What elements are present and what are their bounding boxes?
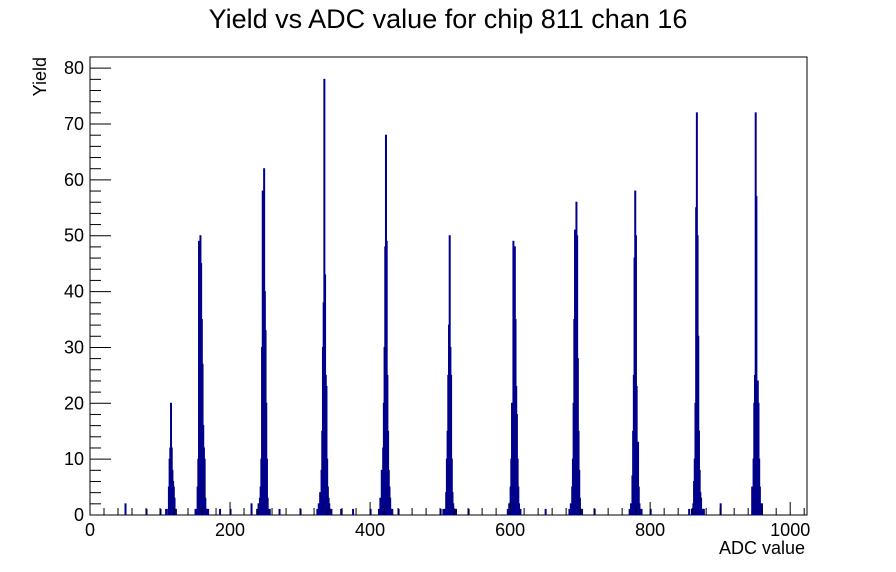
histogram-bar [330, 508, 333, 516]
histogram-bar [568, 508, 571, 516]
histogram-bar [340, 508, 343, 516]
histogram-bar [640, 508, 643, 516]
histogram-bar [380, 469, 383, 516]
histogram-bar [250, 503, 253, 516]
y-tick-label: 20 [64, 393, 84, 413]
histogram-bar [506, 508, 509, 516]
histogram-bar [278, 508, 281, 516]
histogram-bars [124, 78, 763, 516]
x-axis-label: ADC value [719, 538, 805, 558]
histogram-bar [256, 508, 259, 516]
y-tick-label: 0 [74, 505, 84, 525]
y-tick-label: 30 [64, 337, 84, 357]
histogram-bar [519, 508, 522, 516]
histogram-bar [377, 508, 380, 516]
y-tick-label: 40 [64, 282, 84, 302]
histogram-bar [165, 508, 168, 516]
histogram-bar [352, 508, 355, 516]
histogram-bar [319, 492, 322, 516]
histogram-bar [544, 508, 547, 516]
histogram-bar [443, 508, 446, 516]
chart-title: Yield vs ADC value for chip 811 chan 16 [209, 4, 688, 34]
histogram-bar [391, 508, 394, 516]
histogram-bar [174, 508, 177, 516]
y-axis: 0 10 20 30 40 50 60 70 80 [64, 56, 111, 525]
histogram-bar [379, 497, 382, 516]
histogram-bar [628, 508, 631, 516]
histogram-bar [219, 508, 222, 516]
histogram-bar [317, 503, 320, 516]
histogram-bar [751, 486, 754, 516]
histogram-bar [455, 508, 457, 516]
histogram-bar [268, 508, 271, 516]
y-tick-label: 70 [64, 114, 84, 134]
histogram-bar [569, 503, 572, 516]
histogram-bar [207, 508, 210, 516]
histogram-bar [124, 503, 127, 516]
x-axis: 0 200 400 600 800 1000 [85, 502, 810, 540]
y-tick-label: 50 [64, 226, 84, 246]
x-tick-label: 800 [635, 520, 665, 540]
histogram-bar [630, 503, 633, 516]
y-tick-label: 80 [64, 58, 84, 78]
x-tick-label: 400 [355, 520, 385, 540]
histogram-bar [442, 508, 445, 516]
histogram-bar [316, 508, 319, 516]
y-tick-label: 10 [64, 449, 84, 469]
histogram-bar [688, 508, 691, 516]
x-tick-label: 600 [495, 520, 525, 540]
histogram-bar [702, 508, 705, 516]
y-tick-label: 60 [64, 170, 84, 190]
histogram-bar [581, 508, 584, 516]
histogram-bar [194, 508, 197, 516]
x-tick-label: 200 [215, 520, 245, 540]
y-axis-label: Yield [30, 57, 50, 96]
x-tick-label: 0 [85, 520, 95, 540]
x-tick-label: 1000 [770, 520, 810, 540]
histogram-bar [508, 503, 511, 516]
